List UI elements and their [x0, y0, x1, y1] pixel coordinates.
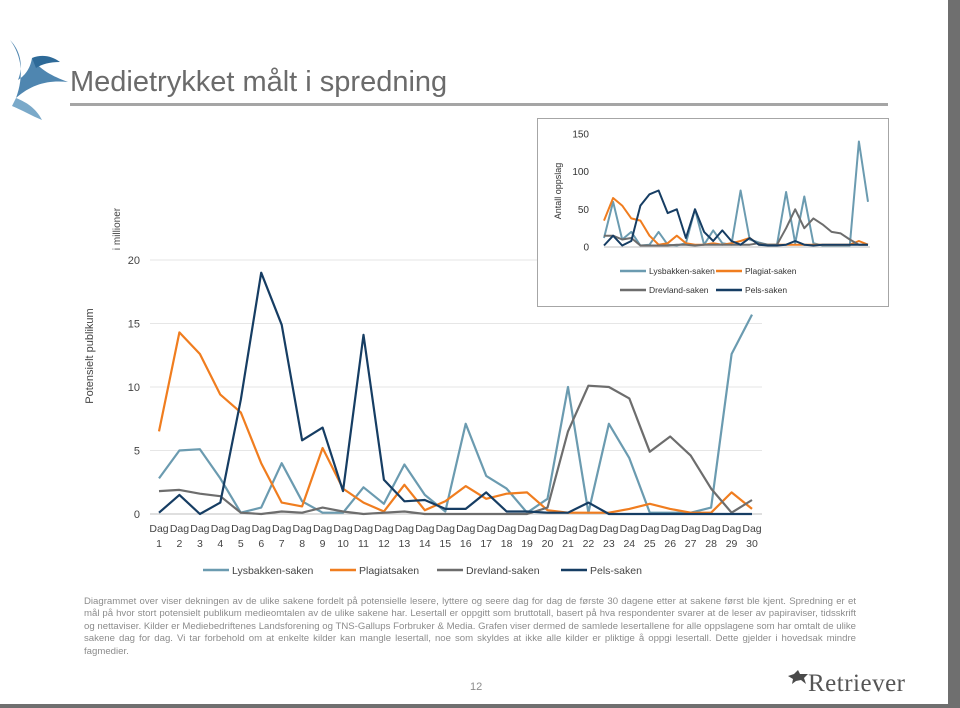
- x-tick-label-word: Dag: [211, 523, 230, 535]
- chart-caption: Diagrammet over viser dekningen av de ul…: [84, 596, 856, 657]
- x-tick-label-number: 4: [217, 538, 223, 550]
- main-line-chart: 0 5 10 15 20 Dag 1 Dag 2 Dag 3 Dag 4 Dag 5 Dag 6 Dag 7 Dag 8…: [84, 207, 762, 577]
- inset-legend-label: Drevland-saken: [649, 285, 709, 295]
- x-tick-label-word: Dag: [395, 523, 414, 535]
- x-tick-label-number: 26: [664, 538, 676, 550]
- x-tick-label-word: Dag: [497, 523, 516, 535]
- series-line: [158, 384, 753, 516]
- x-tick-label-number: 24: [623, 538, 635, 550]
- x-tick-label-word: Dag: [333, 523, 352, 535]
- title-divider: [70, 103, 888, 106]
- x-tick-label-number: 30: [746, 538, 758, 550]
- legend-label: Lysbakken-saken: [232, 565, 313, 577]
- y-tick-label: 10: [128, 382, 140, 394]
- x-tick-label-word: Dag: [252, 523, 271, 535]
- inset-y-axis-label: Antall oppslag: [553, 163, 563, 220]
- x-tick-label-word: Dag: [190, 523, 209, 535]
- x-tick-label-word: Dag: [272, 523, 291, 535]
- series-line: [158, 314, 753, 514]
- x-tick-label-word: Dag: [149, 523, 168, 535]
- x-tick-label-number: 1: [156, 538, 162, 550]
- x-tick-label-word: Dag: [313, 523, 332, 535]
- y-tick-label: 0: [134, 509, 140, 521]
- x-tick-label-number: 23: [603, 538, 615, 550]
- retriever-dog-icon: [788, 670, 808, 684]
- x-tick-label-word: Dag: [538, 523, 557, 535]
- x-tick-label-number: 12: [378, 538, 390, 550]
- x-tick-label-word: Dag: [742, 523, 761, 535]
- x-tick-label-word: Dag: [354, 523, 373, 535]
- x-tick-label-word: Dag: [374, 523, 393, 535]
- legend-label: Pels-saken: [590, 565, 642, 577]
- x-tick-label-number: 18: [501, 538, 513, 550]
- inset-legend-label: Pels-saken: [745, 285, 787, 295]
- x-tick-label-number: 2: [177, 538, 183, 550]
- x-tick-label-word: Dag: [681, 523, 700, 535]
- x-tick-label-number: 28: [705, 538, 717, 550]
- x-tick-label-word: Dag: [558, 523, 577, 535]
- x-tick-label-word: Dag: [293, 523, 312, 535]
- y-axis-unit: i millioner: [112, 207, 123, 250]
- y-tick-label: 15: [128, 319, 140, 331]
- x-tick-label-word: Dag: [415, 523, 434, 535]
- x-tick-label-word: Dag: [456, 523, 475, 535]
- x-tick-label-word: Dag: [579, 523, 598, 535]
- x-tick-label-word: Dag: [170, 523, 189, 535]
- x-tick-label-number: 20: [542, 538, 554, 550]
- x-tick-label-number: 9: [320, 538, 326, 550]
- y-tick-label: 5: [134, 446, 140, 458]
- x-tick-label-number: 6: [258, 538, 264, 550]
- x-tick-label-number: 10: [337, 538, 349, 550]
- inset-y-tick-label: 0: [583, 243, 589, 254]
- inset-y-tick-label: 100: [572, 167, 589, 178]
- inset-y-tick-label: 50: [578, 205, 590, 216]
- slide-title: Medietrykket målt i spredning: [70, 66, 448, 98]
- x-tick-label-number: 11: [358, 538, 369, 550]
- x-tick-label-word: Dag: [722, 523, 741, 535]
- inset-line-chart: 0 50 100 150 Antall oppslag Lysbakken-saken Pl…: [553, 130, 870, 295]
- x-tick-label-number: 27: [685, 538, 697, 550]
- x-tick-label-number: 5: [238, 538, 244, 550]
- page-number: 12: [470, 681, 483, 693]
- x-tick-label-number: 13: [399, 538, 411, 550]
- inset-series-line: [603, 189, 868, 247]
- x-tick-label-number: 8: [299, 538, 305, 550]
- y-axis-label: Potensielt publikum: [84, 308, 96, 403]
- x-tick-label-word: Dag: [620, 523, 639, 535]
- x-tick-label-word: Dag: [640, 523, 659, 535]
- x-tick-label-word: Dag: [661, 523, 680, 535]
- inset-legend-label: Lysbakken-saken: [649, 266, 715, 276]
- x-tick-label-word: Dag: [436, 523, 455, 535]
- x-tick-label-word: Dag: [701, 523, 720, 535]
- inset-series-line: [604, 208, 868, 247]
- inset-chart-frame: [537, 118, 889, 307]
- series-line: [157, 331, 753, 514]
- x-tick-label-number: 22: [583, 538, 595, 550]
- x-tick-label-number: 14: [419, 538, 431, 550]
- retriever-brand-logo: Retriever: [808, 670, 906, 697]
- x-tick-label-number: 7: [279, 538, 285, 550]
- x-tick-label-number: 15: [439, 538, 451, 550]
- y-tick-label: 20: [128, 255, 140, 267]
- legend-label: Plagiatsaken: [359, 565, 419, 577]
- bird-logo-icon: [10, 40, 68, 120]
- inset-legend-label: Plagiat-saken: [745, 266, 797, 276]
- inset-y-tick-label: 150: [572, 130, 589, 141]
- x-tick-label-word: Dag: [517, 523, 536, 535]
- x-tick-label-word: Dag: [599, 523, 618, 535]
- x-tick-label-number: 19: [521, 538, 533, 550]
- x-tick-label-word: Dag: [231, 523, 250, 535]
- x-tick-label-number: 16: [460, 538, 472, 550]
- x-tick-label-number: 25: [644, 538, 656, 550]
- x-tick-label-number: 21: [562, 538, 574, 550]
- legend-label: Drevland-saken: [466, 565, 540, 577]
- x-tick-label-word: Dag: [477, 523, 496, 535]
- x-tick-label-number: 17: [480, 538, 492, 550]
- series-line: [158, 271, 752, 516]
- x-tick-label-number: 3: [197, 538, 203, 550]
- x-tick-label-number: 29: [726, 538, 738, 550]
